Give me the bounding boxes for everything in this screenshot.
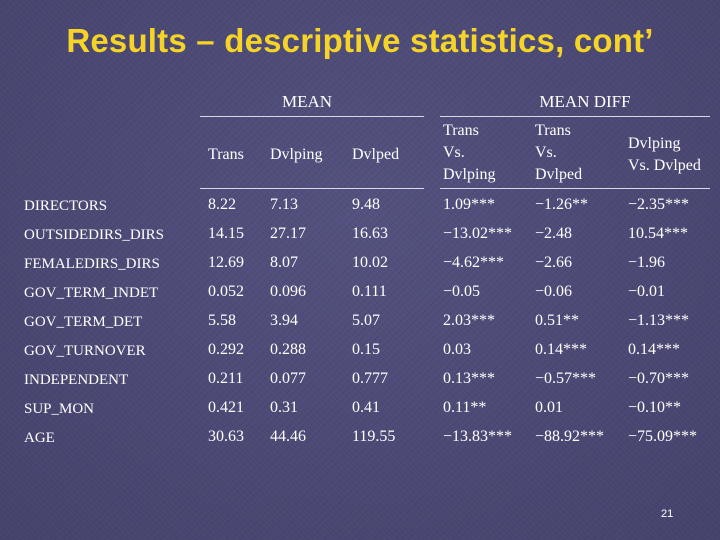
table-cell: 2.03*** <box>443 312 495 329</box>
column-header-line: Trans <box>535 122 571 139</box>
group-header-mean: MEAN <box>281 92 333 111</box>
table-cell: −13.83*** <box>443 428 513 445</box>
table-cell: −1.96 <box>628 254 666 271</box>
table-cell: 8.07 <box>270 254 298 271</box>
row-label: DIRECTORS <box>24 198 108 214</box>
column-header-line: Trans <box>443 122 479 139</box>
table-cell: 119.55 <box>352 428 396 445</box>
table-cell: 0.15 <box>352 341 380 358</box>
row-label: SUP_MON <box>24 401 95 417</box>
table-cell: 0.211 <box>208 370 244 387</box>
table-cell: 0.31 <box>270 399 298 416</box>
table-cell: 0.03 <box>443 341 471 358</box>
column-header-line: Vs. <box>535 144 557 161</box>
table-cell: −0.01 <box>628 283 666 300</box>
table-cell: 12.69 <box>208 254 244 271</box>
table-row: GOV_TERM_INDET 0.052 0.096 0.111 −0.05 −0.06 −… <box>0 283 720 307</box>
column-header-dvlped: Dvlped <box>352 144 399 166</box>
table-cell: −0.70*** <box>628 370 690 387</box>
column-header-line: Vs. Dvlped <box>628 157 701 174</box>
table-cell: 0.096 <box>270 283 306 300</box>
table-cell: 0.51** <box>535 312 579 329</box>
row-label: GOV_TERM_DET <box>24 314 143 330</box>
row-label: GOV_TURNOVER <box>24 343 146 359</box>
table-cell: 0.777 <box>352 370 388 387</box>
table-cell: 30.63 <box>208 428 244 445</box>
column-header-line: Dvlping <box>270 146 323 163</box>
row-label: INDEPENDENT <box>24 372 129 388</box>
group-header-mean-line <box>200 116 424 117</box>
table-cell: −0.06 <box>535 283 573 300</box>
column-header-trans-vs-dvlped: Trans Vs. Dvlped <box>535 120 582 186</box>
table-cell: 0.052 <box>208 283 244 300</box>
column-header-dvlping: Dvlping <box>270 144 322 166</box>
row-label: FEMALEDIRS_DIRS <box>24 256 160 272</box>
table-cell: 14.15 <box>208 225 244 242</box>
table-cell: 0.14*** <box>535 341 587 358</box>
table-cell: 0.14*** <box>628 341 680 358</box>
table-cell: 0.292 <box>208 341 244 358</box>
row-label: OUTSIDEDIRS_DIRS <box>24 227 165 243</box>
column-header-line: Vs. <box>443 144 465 161</box>
column-header-trans-vs-dvlping: Trans Vs. Dvlping <box>443 120 495 186</box>
row-label: GOV_TERM_INDET <box>24 285 159 301</box>
table-cell: −0.57*** <box>535 370 597 387</box>
column-header-line: Dvlped <box>352 146 400 163</box>
column-header-line: Dvlping <box>443 166 496 183</box>
table-cell: −75.09*** <box>628 428 698 445</box>
table-cell: −1.13*** <box>628 312 690 329</box>
column-header-trans: Trans <box>208 144 244 166</box>
table-cell: 5.58 <box>208 312 236 329</box>
header-divider-mean <box>200 188 424 189</box>
slide-title: Results – descriptive statistics, cont’ <box>66 22 654 59</box>
table-cell: −1.26** <box>535 196 589 213</box>
table-cell: 8.22 <box>208 196 236 213</box>
table-row: SUP_MON 0.421 0.31 0.41 0.11** 0.01 −0.10** <box>0 399 720 423</box>
column-header-line: Dvlping <box>628 135 681 152</box>
table-cell: 0.41 <box>352 399 380 416</box>
table-cell: −2.66 <box>535 254 573 271</box>
table-cell: 44.46 <box>270 428 306 445</box>
table-cell: 0.421 <box>208 399 244 416</box>
table-row: AGE 30.63 44.46 119.55 −13.83*** −88.92*** −75… <box>0 428 720 452</box>
table-cell: 9.48 <box>352 196 380 213</box>
table-cell: −4.62*** <box>443 254 505 271</box>
table-cell: −2.35*** <box>628 196 690 213</box>
table-cell: 0.111 <box>352 283 387 300</box>
table-cell: 0.288 <box>270 341 306 358</box>
page-number: 21 <box>661 508 674 520</box>
table-cell: −0.05 <box>443 283 481 300</box>
table-row: GOV_TERM_DET 5.58 3.94 5.07 2.03*** 0.51** −1.… <box>0 312 720 336</box>
table-row: OUTSIDEDIRS_DIRS 14.15 27.17 16.63 −13.02***… <box>0 225 720 249</box>
table-cell: 16.63 <box>352 225 388 242</box>
table-cell: 1.09*** <box>443 196 495 213</box>
table-row: FEMALEDIRS_DIRS 12.69 8.07 10.02 −4.62*** −2.… <box>0 254 720 278</box>
table-cell: 0.01 <box>535 399 563 416</box>
table-cell: 27.17 <box>270 225 306 242</box>
column-header-line: Dvlped <box>535 166 583 183</box>
table-cell: 0.13*** <box>443 370 495 387</box>
table-row: DIRECTORS 8.22 7.13 9.48 1.09*** −1.26** −2.35… <box>0 196 720 220</box>
table-cell: −13.02*** <box>443 225 513 242</box>
table-cell: 5.07 <box>352 312 380 329</box>
row-label: AGE <box>24 430 55 446</box>
table-cell: 0.11** <box>443 399 487 416</box>
group-header-mean-diff-line <box>440 116 710 117</box>
table-row: GOV_TURNOVER 0.292 0.288 0.15 0.03 0.14*** 0.1… <box>0 341 720 365</box>
table-cell: −88.92*** <box>535 428 605 445</box>
table-cell: 10.54*** <box>628 225 688 242</box>
table-cell: −0.10** <box>628 399 682 416</box>
column-header-line: Trans <box>208 146 244 163</box>
column-header-dvlping-vs-dvlped: Dvlping Vs. Dvlped <box>628 133 701 177</box>
table-cell: 0.077 <box>270 370 306 387</box>
group-header-mean-diff: MEAN DIFF <box>539 92 631 111</box>
table-cell: 3.94 <box>270 312 298 329</box>
table-cell: 7.13 <box>270 196 298 213</box>
table-cell: −2.48 <box>535 225 573 242</box>
table-row: INDEPENDENT 0.211 0.077 0.777 0.13*** −0.57**… <box>0 370 720 394</box>
table-cell: 10.02 <box>352 254 388 271</box>
header-divider-mean-diff <box>440 188 710 189</box>
